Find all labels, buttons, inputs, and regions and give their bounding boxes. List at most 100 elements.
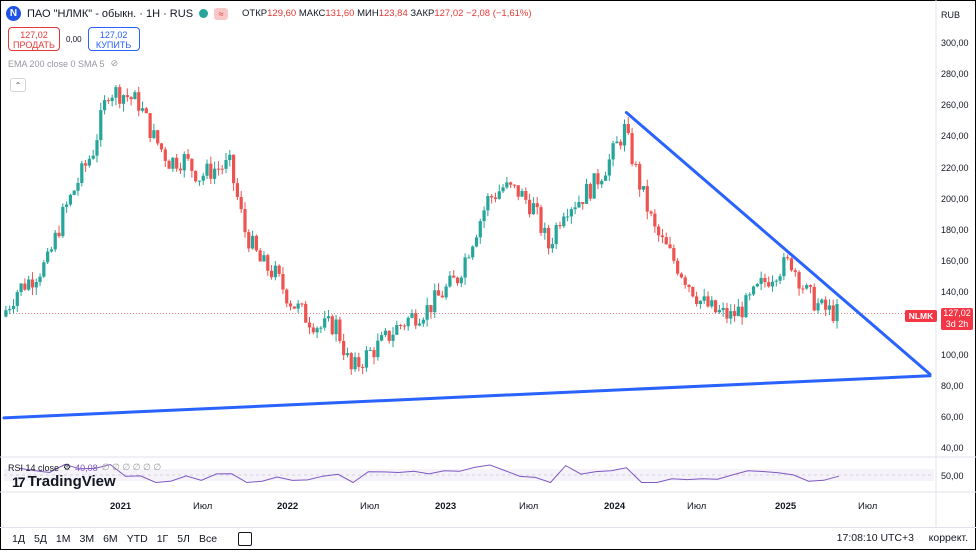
candle-body (691, 286, 695, 297)
candle-body (296, 303, 300, 309)
candle-body (61, 206, 65, 237)
nlmk-logo-icon: N (6, 6, 21, 21)
candle-body (19, 283, 23, 293)
price-tick: 140,00 (941, 287, 969, 298)
candle-body (11, 305, 16, 309)
candle-body (596, 173, 600, 185)
candle-body (235, 183, 239, 198)
candle-body (660, 235, 665, 238)
timeframe-button[interactable]: 1Д (12, 533, 25, 545)
candle-body (554, 225, 558, 244)
candle-body (668, 244, 672, 249)
delayed-data-icon[interactable]: ≈ (214, 7, 229, 20)
ema-label: EMA 200 close 0 SMA 5 (8, 58, 105, 69)
timeframe-button[interactable]: 5Л (177, 533, 190, 545)
candle-body (736, 306, 740, 317)
candle-body (277, 265, 281, 274)
candle-body (429, 305, 433, 313)
settings-icon: ⚙ (63, 462, 72, 472)
candle-body (91, 155, 95, 159)
candle-body (664, 237, 668, 245)
ohlc-values: ОТКР129,60 МАКС131,60 МИН123,84 ЗАКР127,… (242, 8, 532, 19)
candle-body (501, 187, 505, 192)
candle-body (307, 322, 312, 328)
candle-body (751, 286, 756, 295)
candle-body (497, 191, 501, 199)
candle-body (687, 284, 691, 287)
candle-body (361, 366, 365, 368)
candle-body (744, 295, 748, 318)
candle-body (345, 353, 350, 356)
timeframe-button[interactable]: 3М (79, 533, 95, 545)
candle-body (224, 160, 228, 169)
candle-body (463, 257, 467, 278)
candle-body (577, 202, 581, 208)
candle-body (315, 328, 319, 333)
candle-body (201, 175, 205, 181)
price-tick: 300,00 (941, 38, 969, 48)
timeframe-button[interactable]: 6М (103, 533, 118, 545)
candle-body (38, 276, 42, 283)
rsi-legend[interactable]: RSI 14 close ⚙ 40,08 ∅ ∅ ∅ ∅ ∅ ∅ (8, 462, 161, 473)
symbol-title[interactable]: ПАО "НЛМК" - обыкн. · 1Н · RUS (27, 7, 194, 20)
candle-body (148, 113, 152, 139)
time-tick: 2023 (435, 501, 457, 512)
adjust-toggle[interactable]: коррект. (928, 532, 968, 544)
time-tick: 2024 (604, 501, 626, 512)
candle-body (182, 154, 186, 171)
candle-body (4, 310, 8, 317)
eye-hidden-icon[interactable]: ⊘ (110, 58, 119, 68)
candle-body (42, 262, 46, 277)
candle-body (767, 282, 771, 287)
candle-body (512, 184, 517, 186)
candle-body (213, 168, 217, 179)
candle-body (653, 213, 657, 227)
candle-body (417, 323, 422, 326)
timeframe-button[interactable]: 1Г (156, 533, 169, 545)
candle-body (732, 311, 737, 317)
candle-body (786, 257, 790, 259)
candle-body (129, 97, 133, 100)
candle-body (171, 157, 175, 169)
timeframe-button[interactable]: 5Д (33, 533, 47, 545)
candle-body (205, 163, 209, 176)
buy-button[interactable]: 127,02 КУПИТЬ (87, 27, 140, 51)
candle-body (121, 95, 126, 104)
timeframe-button[interactable]: 1М (55, 533, 71, 545)
candle-body (478, 221, 482, 238)
candle-body (679, 273, 684, 278)
collapse-legend-icon[interactable]: ⌃ (10, 78, 26, 92)
candle-body (190, 158, 194, 171)
candle-body (695, 296, 699, 305)
candle-body (23, 283, 27, 290)
rsi-line (19, 463, 840, 484)
candle-body (83, 163, 88, 166)
candle-body (531, 203, 536, 215)
candle-body (319, 327, 323, 329)
candle-body (398, 325, 403, 327)
clock[interactable]: 17:08:10 UTC+3 (836, 532, 914, 544)
candle-body (383, 330, 388, 336)
calendar-icon[interactable] (238, 532, 253, 546)
candle-body (433, 290, 437, 313)
candle-body (114, 87, 118, 98)
chart-header: N ПАО "НЛМК" - обыкн. · 1Н · RUS ≈ ОТКР1… (6, 6, 532, 21)
timeframe-button[interactable]: YTD (126, 533, 148, 545)
candle-body (273, 265, 277, 278)
candle-body (600, 180, 604, 185)
candle-body (197, 180, 202, 182)
indicator-legend[interactable]: EMA 200 close 0 SMA 5 ⊘ (8, 58, 118, 69)
timeframe-button[interactable]: Все (198, 533, 218, 545)
candle-body (619, 141, 623, 146)
currency-label[interactable]: RUB (941, 10, 961, 20)
tradingview-logo[interactable]: 17 TradingView (12, 473, 116, 490)
spread-value: 0,00 (66, 34, 82, 44)
candle-body (467, 257, 471, 259)
candle-body (459, 277, 463, 284)
candle-body (710, 300, 714, 307)
rsi-axis-tick: 50,00 (941, 471, 964, 481)
sell-button[interactable]: 127,02 ПРОДАТЬ (8, 27, 60, 51)
candle-body (175, 157, 179, 169)
